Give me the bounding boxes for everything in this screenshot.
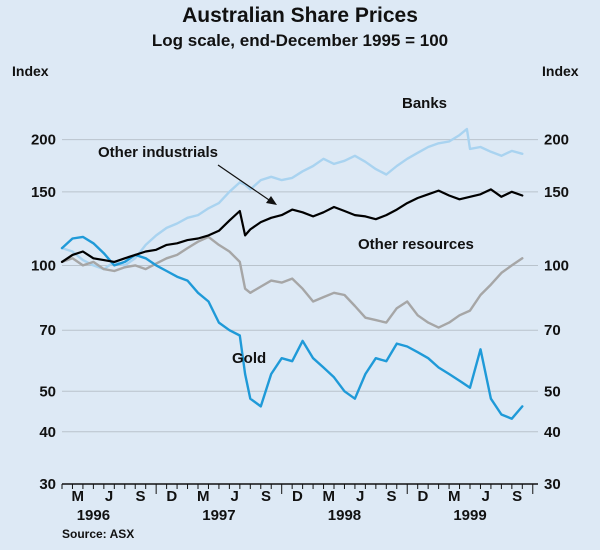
y-tick-label-right: 70 (544, 322, 561, 339)
series-line-other-industrials (60, 188, 524, 263)
y-tick-label-right: 100 (544, 257, 569, 274)
y-tick-label-left: 150 (31, 184, 56, 201)
y-tick-label-right: 150 (544, 184, 569, 201)
x-month-label: D (418, 488, 429, 505)
y-tick-label-right: 40 (544, 424, 561, 441)
y-tick-label-left: 30 (39, 476, 56, 493)
x-month-label: M (323, 488, 336, 505)
x-month-label: D (166, 488, 177, 505)
y-axis-unit-left: Index (12, 63, 49, 79)
y-tick-label-right: 50 (544, 383, 561, 400)
x-month-label: M (71, 488, 84, 505)
x-month-label: S (387, 488, 397, 505)
y-tick-label-left: 40 (39, 424, 56, 441)
x-month-label: D (292, 488, 303, 505)
x-month-label: S (135, 488, 145, 505)
label-other-resources: Other resources (358, 236, 474, 253)
y-tick-label-right: 30 (544, 476, 561, 493)
label-pointer-arrow (217, 164, 273, 203)
chart-title: Australian Share Prices (182, 4, 418, 27)
series-line-gold (60, 235, 524, 420)
label-other-industrials: Other industrials (98, 144, 218, 161)
y-tick-label-left: 70 (39, 322, 56, 339)
series-line-banks (60, 127, 524, 271)
series-line-other-resources (60, 235, 524, 329)
x-year-label: 1999 (453, 507, 486, 524)
y-tick-label-left: 100 (31, 257, 56, 274)
x-month-label: S (261, 488, 271, 505)
x-month-label: J (105, 488, 113, 505)
x-month-label: J (230, 488, 238, 505)
source-note: Source: ASX (62, 527, 135, 541)
annotations: Banks Other industrials Other resources … (98, 95, 474, 367)
x-month-label: M (197, 488, 210, 505)
y-axis-unit-right: Index (542, 63, 579, 79)
arrowhead-icon (266, 196, 277, 205)
chart-subtitle: Log scale, end-December 1995 = 100 (151, 31, 449, 50)
y-tick-label-left: 200 (31, 132, 56, 149)
y-tick-label-right: 200 (544, 132, 569, 149)
label-gold: Gold (232, 350, 266, 367)
x-year-label: 1997 (202, 507, 235, 524)
y-tick-labels: 30 30 40 40 50 50 70 70 100 100 150 150 200 200 (31, 132, 569, 493)
series-lines (60, 127, 524, 420)
x-month-label: S (512, 488, 522, 505)
x-year-label: 1996 (77, 507, 110, 524)
x-month-label: J (482, 488, 490, 505)
label-banks: Banks (402, 95, 447, 112)
x-year-label: 1998 (328, 507, 361, 524)
x-month-label: J (356, 488, 364, 505)
x-axis: M J S D M J S D M J S D M J S 1996 1997 1998 1999 (61, 483, 538, 524)
y-tick-label-left: 50 (39, 383, 56, 400)
x-month-label: M (448, 488, 461, 505)
gridlines (62, 139, 538, 433)
